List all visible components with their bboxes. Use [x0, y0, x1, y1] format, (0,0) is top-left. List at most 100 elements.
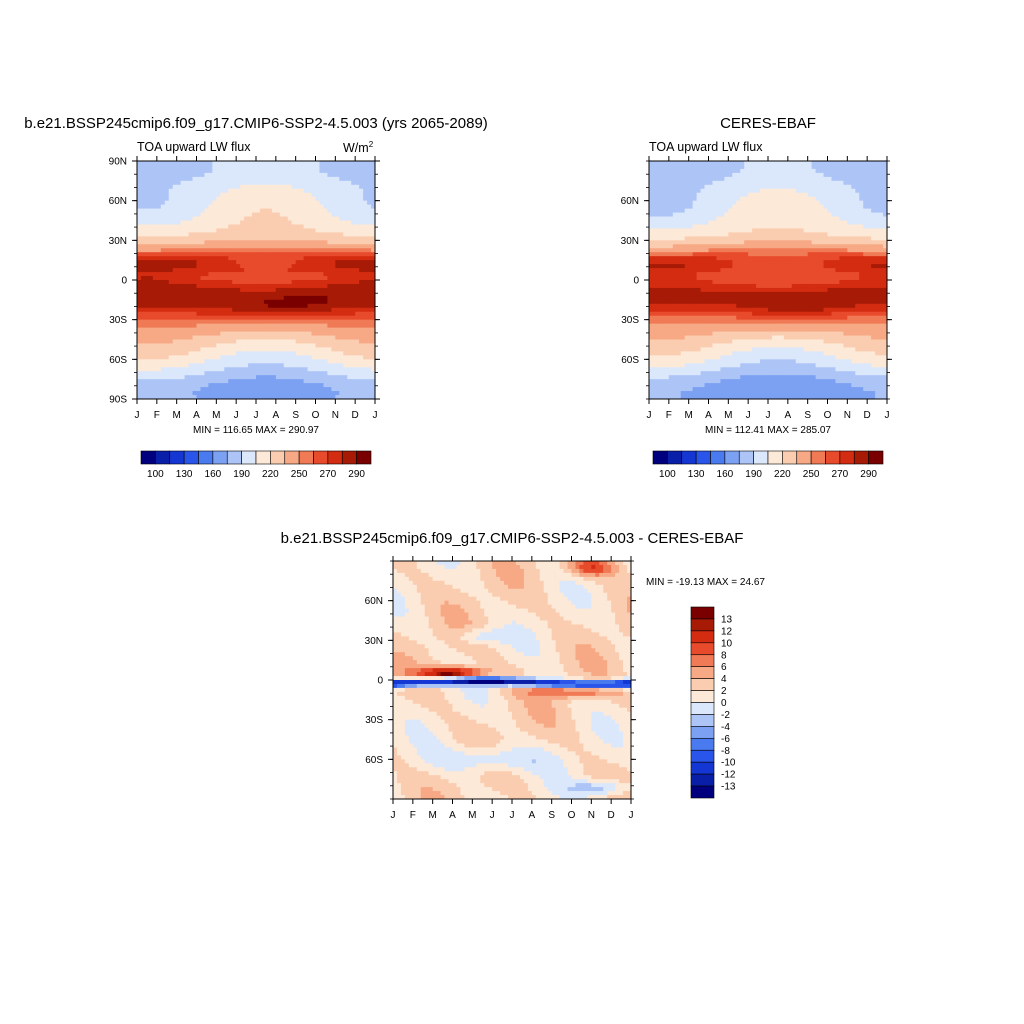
- field-cell: [756, 224, 761, 230]
- field-cell: [220, 315, 225, 321]
- field-cell: [283, 303, 289, 309]
- field-cell: [335, 327, 340, 333]
- field-cell: [303, 256, 309, 261]
- field-cell: [311, 280, 317, 285]
- field-cell: [291, 188, 297, 194]
- field-cell: [367, 367, 372, 372]
- field-cell: [244, 283, 249, 289]
- field-cell: [168, 347, 174, 352]
- field-cell: [263, 371, 269, 376]
- field-cell: [287, 315, 293, 321]
- field-cell: [371, 256, 375, 261]
- field-cell: [879, 200, 884, 206]
- field-cell: [291, 343, 297, 349]
- field-cell: [164, 244, 170, 249]
- field-cell: [259, 276, 265, 281]
- y-tick-label: 0: [121, 276, 127, 287]
- field-cell: [168, 276, 174, 281]
- field-cell: [236, 343, 241, 349]
- field-cell: [216, 232, 221, 237]
- field-cell: [156, 188, 162, 194]
- field-cell: [843, 208, 848, 214]
- field-cell: [188, 168, 194, 174]
- field-cell: [204, 331, 209, 337]
- field-cell: [863, 172, 868, 178]
- field-cell: [319, 188, 325, 194]
- field-cell: [208, 220, 213, 226]
- field-cell: [279, 164, 285, 170]
- field-cell: [660, 176, 666, 182]
- field-cell: [299, 299, 305, 305]
- field-cell: [839, 176, 844, 182]
- field-cell: [319, 391, 325, 396]
- field-cell: [184, 216, 190, 222]
- field-cell: [279, 299, 285, 305]
- field-cell: [847, 240, 852, 245]
- field-cell: [259, 272, 265, 277]
- colorbar-label: 270: [320, 469, 337, 480]
- field-cell: [851, 196, 856, 202]
- field-cell: [192, 200, 198, 206]
- field-cell: [196, 164, 202, 170]
- field-cell: [204, 228, 209, 233]
- field-cell: [279, 268, 285, 273]
- field-cell: [843, 168, 848, 174]
- field-cell: [359, 280, 364, 285]
- field-cell: [756, 196, 761, 202]
- field-cell: [204, 268, 209, 273]
- field-cell: [347, 335, 352, 341]
- field-cell: [367, 343, 372, 349]
- field-cell: [720, 176, 725, 182]
- field-cell: [327, 359, 332, 364]
- field-cell: [140, 347, 146, 352]
- field-cell: [684, 212, 690, 218]
- field-cell: [244, 224, 249, 230]
- field-cell: [343, 295, 348, 301]
- field-cell: [156, 236, 162, 241]
- field-cell: [371, 204, 375, 210]
- field-cell: [256, 383, 261, 388]
- field-cell: [176, 228, 182, 233]
- field-cell: [204, 232, 209, 237]
- field-cell: [371, 192, 375, 198]
- field-cell: [252, 291, 257, 297]
- field-cell: [204, 176, 209, 182]
- field-cell: [192, 272, 198, 277]
- field-cell: [244, 204, 249, 210]
- field-cell: [323, 363, 328, 368]
- field-cell: [307, 196, 313, 202]
- field-cell: [295, 236, 301, 241]
- field-cell: [204, 347, 209, 352]
- field-cell: [783, 188, 789, 194]
- field-cell: [343, 248, 348, 253]
- field-cell: [339, 315, 344, 321]
- field-cell: [172, 287, 178, 293]
- field-cell: [267, 248, 273, 253]
- field-cell: [299, 319, 305, 325]
- field-cell: [311, 295, 317, 301]
- field-cell: [291, 375, 297, 380]
- field-cell: [232, 335, 237, 341]
- field-cell: [248, 291, 253, 297]
- field-cell: [664, 176, 670, 182]
- field-cell: [164, 240, 170, 245]
- x-tick-label: M: [172, 410, 180, 421]
- field-cell: [367, 232, 372, 237]
- field-cell: [307, 172, 313, 178]
- field-cell: [371, 287, 375, 293]
- field-cell: [355, 295, 360, 301]
- field-cell: [764, 204, 769, 210]
- field-cell: [355, 272, 360, 277]
- field-cell: [355, 236, 360, 241]
- x-tick-label: S: [292, 410, 299, 421]
- field-cell: [875, 216, 880, 222]
- field-cell: [204, 204, 209, 210]
- field-cell: [236, 371, 241, 376]
- field-cell: [315, 168, 321, 174]
- field-cell: [200, 196, 206, 202]
- field-cell: [764, 212, 769, 218]
- field-cell: [736, 196, 741, 202]
- field-cell: [712, 168, 718, 174]
- field-cell: [244, 363, 249, 368]
- field-cell: [176, 236, 182, 241]
